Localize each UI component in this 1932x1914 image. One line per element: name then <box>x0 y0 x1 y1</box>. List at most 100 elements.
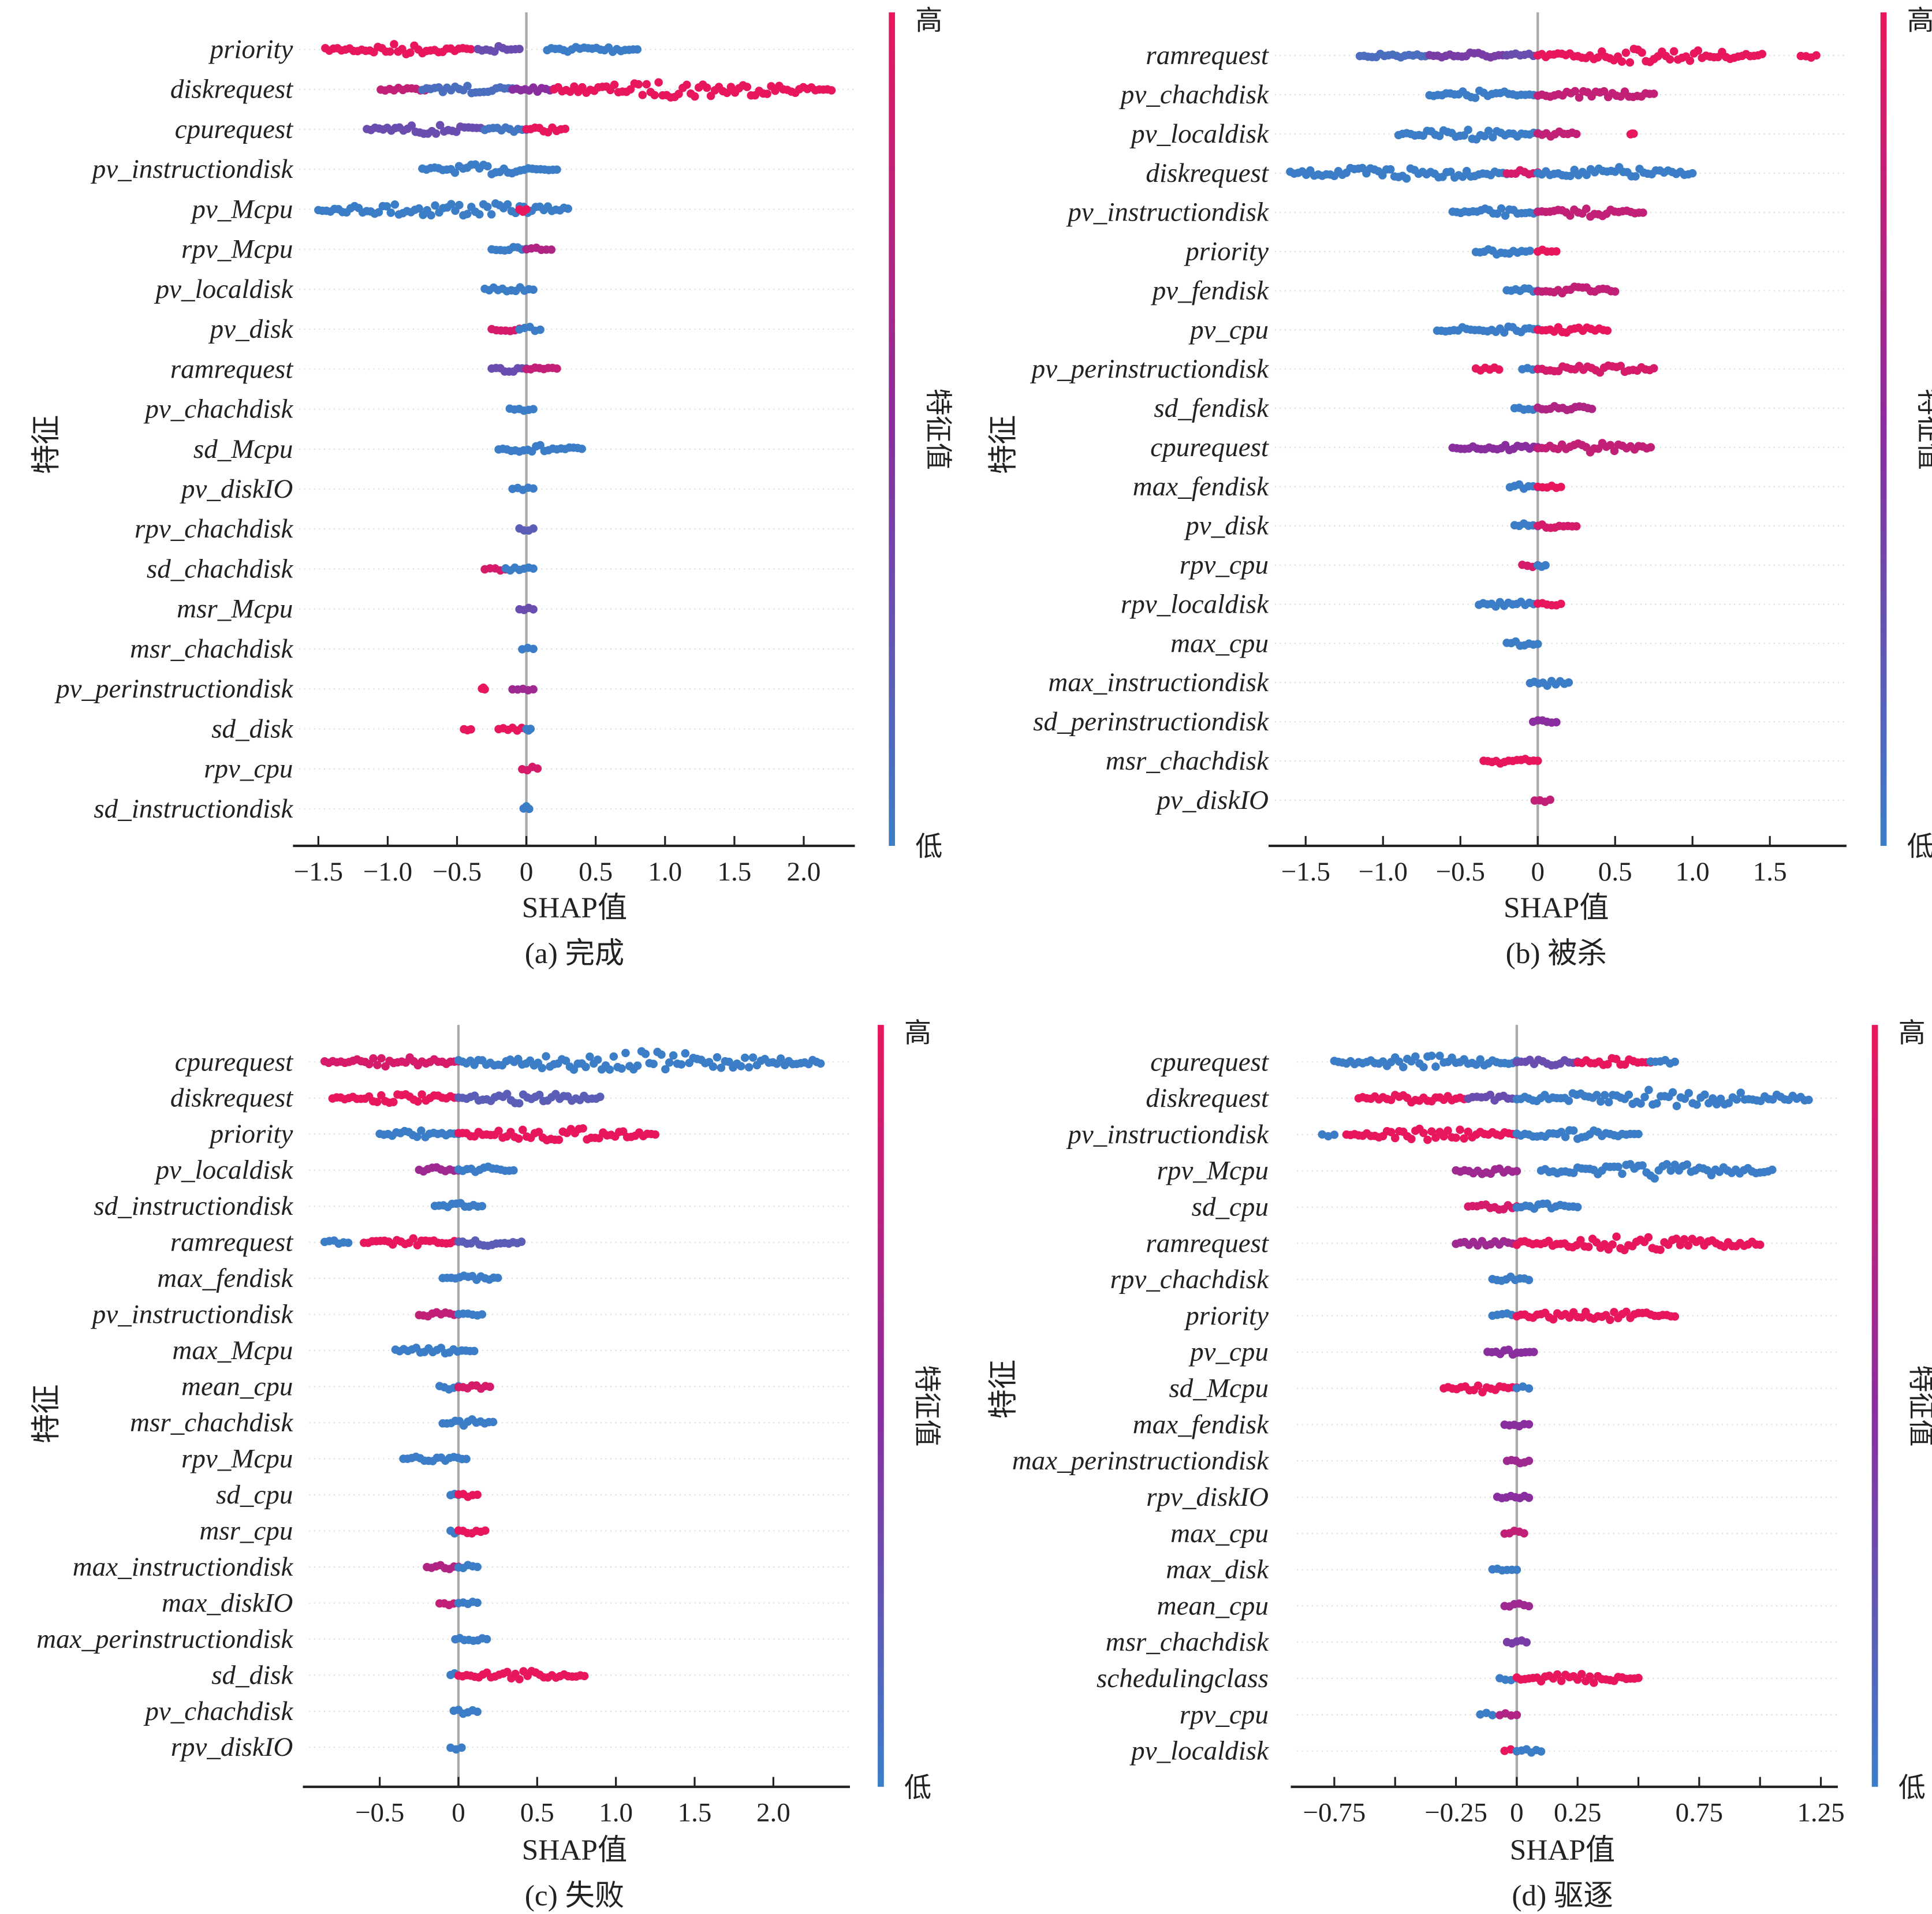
feature-label: max_perinstructiondisk <box>1012 1446 1269 1476</box>
shap-dot <box>483 203 492 211</box>
shap-dot <box>377 1054 386 1063</box>
x-axis-label: SHAP值 <box>1504 891 1609 924</box>
feature-label: sd_Mcpu <box>193 434 293 464</box>
shap-dot <box>1692 1100 1701 1109</box>
shap-dot <box>1767 1165 1777 1174</box>
x-tick-label: 0 <box>452 1798 465 1828</box>
feature-label: pv_diskIO <box>180 474 293 504</box>
shap-dot <box>1688 169 1697 178</box>
shap-dot <box>514 1134 523 1143</box>
shap-dot <box>1594 53 1602 62</box>
shap-dot <box>435 121 445 130</box>
shap-dot <box>1622 1307 1631 1316</box>
shap-dot <box>1456 1125 1464 1135</box>
feature-label: cpurequest <box>175 114 294 144</box>
shap-dot <box>740 1053 749 1062</box>
feature-label: sd_fendisk <box>1154 393 1269 423</box>
feature-label: pv_disk <box>1184 511 1269 541</box>
feature-label: ramrequest <box>170 1228 294 1258</box>
colorbar-low-label: 低 <box>1899 1773 1926 1803</box>
feature-label: pv_instructiondisk <box>1066 1120 1269 1150</box>
shap-dot <box>661 1065 670 1074</box>
shap-dot <box>514 1099 524 1108</box>
x-tick-label: 0.5 <box>1598 857 1632 887</box>
shap-dot <box>526 725 535 733</box>
colorbar-high-label: 高 <box>904 1018 931 1049</box>
feature-label: pv_chachdisk <box>143 394 293 424</box>
panel-caption: (b) 被杀 <box>1506 937 1607 970</box>
shap-dot <box>431 201 439 210</box>
shap-dot <box>427 211 435 220</box>
shap-dot <box>702 83 711 92</box>
x-tick-label: 1.5 <box>678 1798 712 1828</box>
x-axis-label: SHAP值 <box>522 891 628 924</box>
feature-label: sd_disk <box>211 714 293 744</box>
shap-dot <box>1330 1131 1339 1139</box>
shap-dot <box>488 1417 498 1427</box>
feature-label: priority <box>208 1119 293 1149</box>
shap-dot <box>1610 446 1619 456</box>
shap-dot <box>529 524 538 533</box>
x-tick-label: 0.5 <box>579 857 613 887</box>
shap-dot <box>1649 364 1658 373</box>
feature-label: max_fendisk <box>157 1263 293 1293</box>
shap-dot <box>1736 1088 1745 1097</box>
shap-dot <box>1435 1051 1444 1060</box>
feature-label: pv_cpu <box>1188 315 1269 345</box>
feature-label: msr_Mcpu <box>177 594 293 624</box>
shap-dot <box>1419 1129 1428 1137</box>
feature-label: max_Mcpu <box>172 1335 293 1365</box>
shap-dot <box>1411 1052 1420 1061</box>
shap-dot <box>763 89 771 98</box>
shap-dot <box>1672 1102 1681 1110</box>
shap-dot <box>1390 1133 1400 1143</box>
x-tick-label: 1.0 <box>599 1798 633 1828</box>
shap-dot <box>737 1062 745 1070</box>
shap-dot <box>529 685 538 694</box>
shap-dot <box>585 1052 594 1061</box>
shap-dot <box>651 1130 660 1139</box>
colorbar-label: 特征值 <box>1905 1365 1932 1446</box>
shap-dot <box>1585 1672 1594 1681</box>
shap-dot <box>377 1091 386 1100</box>
shap-dot <box>1616 361 1625 371</box>
shap-dot <box>1617 57 1627 66</box>
colorbar <box>878 1025 884 1787</box>
shap-dot <box>1557 599 1565 609</box>
shap-dot <box>1618 1169 1627 1178</box>
shap-dot <box>503 1667 512 1677</box>
shap-dot <box>1494 365 1504 374</box>
shap-dot <box>577 445 586 453</box>
feature-label: msr_chachdisk <box>1106 1627 1269 1657</box>
shap-dot <box>743 83 752 91</box>
shap-dot <box>1522 1638 1531 1647</box>
shap-dot <box>1488 1711 1497 1719</box>
x-tick-label: −1.5 <box>1281 857 1330 887</box>
x-tick-label: −1.0 <box>1359 857 1408 887</box>
shap-dot <box>1684 1241 1693 1250</box>
feature-label: rpv_cpu <box>1180 1700 1269 1730</box>
shap-dot <box>1566 171 1575 181</box>
feature-label: priority <box>208 35 293 65</box>
shap-dot <box>1452 1133 1460 1142</box>
feature-label: diskrequest <box>1146 158 1269 188</box>
shap-dot <box>1624 1090 1633 1099</box>
shap-dot <box>1650 1174 1659 1183</box>
shap-dot <box>473 1707 482 1717</box>
shap-dot <box>536 325 544 334</box>
feature-label: max_instructiondisk <box>73 1552 294 1582</box>
shap-dot <box>529 564 538 573</box>
feature-label: mean_cpu <box>181 1372 293 1402</box>
feature-label: cpurequest <box>175 1047 294 1077</box>
shap-dot <box>1386 1128 1396 1136</box>
feature-label: sd_chachdisk <box>147 554 294 584</box>
feature-label: priority <box>1184 1301 1269 1331</box>
shap-dot <box>455 200 464 210</box>
shap-dot <box>344 1238 353 1247</box>
shap-dot <box>547 245 556 254</box>
x-tick-label: 0.75 <box>1676 1798 1723 1828</box>
shap-dot <box>1566 211 1575 220</box>
shap-dot <box>1656 1245 1665 1254</box>
shap-dot <box>1680 1235 1689 1244</box>
